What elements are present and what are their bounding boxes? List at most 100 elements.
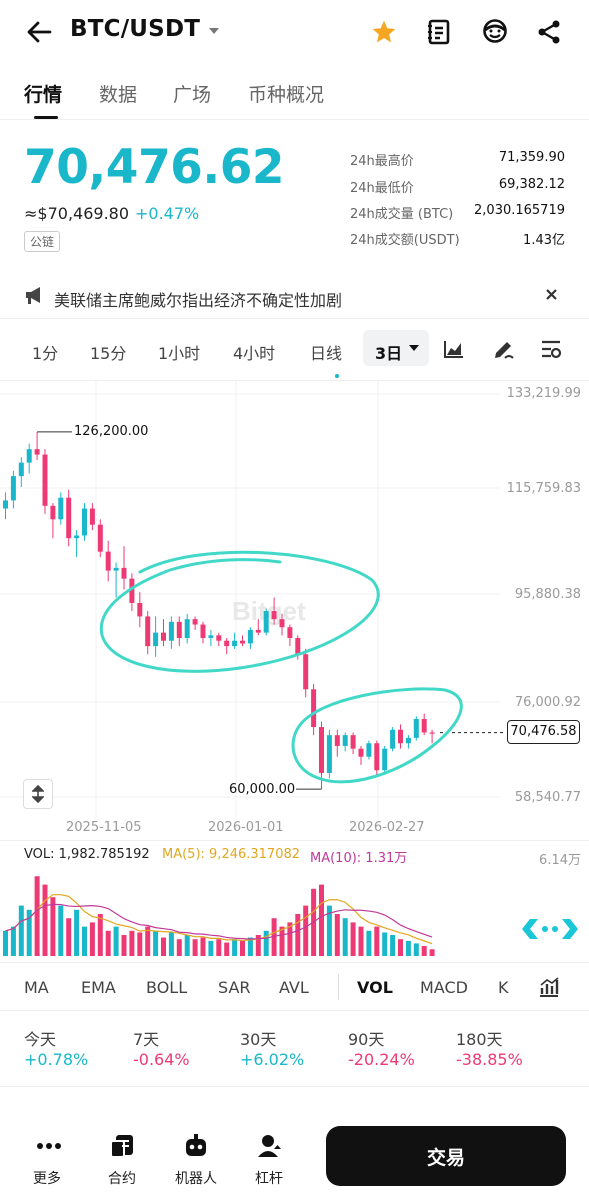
bitget-logo-icon[interactable]	[520, 915, 580, 943]
perf-value-90d: -20.24%	[348, 1050, 415, 1069]
indicator-k[interactable]: K	[498, 978, 509, 997]
candle-body	[200, 624, 206, 639]
x-axis-tick: 2026-02-27	[349, 820, 425, 835]
volume-bar	[366, 930, 372, 956]
indicator-boll[interactable]: BOLL	[146, 978, 188, 997]
candle-body	[279, 619, 285, 628]
divider	[0, 840, 589, 841]
indicator-sar[interactable]: SAR	[218, 978, 251, 997]
face-icon[interactable]	[482, 18, 508, 44]
draw-tool-icon[interactable]	[493, 338, 515, 360]
share-icon[interactable]	[537, 19, 561, 45]
trading-pair-title[interactable]: BTC/USDT	[70, 16, 201, 42]
candle-body	[10, 476, 16, 501]
interval-3d-label: 3日	[375, 344, 403, 363]
divider	[0, 1086, 589, 1087]
indicator-ema[interactable]: EMA	[81, 978, 116, 997]
candle-body	[350, 735, 356, 749]
volume-bar	[121, 935, 127, 956]
ma10-label: MA(10): 1.31万	[310, 851, 408, 866]
candlestick-chart[interactable]: Bitget	[0, 380, 589, 820]
nav-label-contract[interactable]: 合约	[108, 1171, 136, 1187]
volume-bar	[89, 922, 95, 956]
interval-3d-selected[interactable]: 3日	[363, 330, 429, 366]
tab-data[interactable]: 数据	[99, 84, 138, 106]
volume-bar	[398, 939, 403, 956]
interval-4h[interactable]: 4小时	[233, 344, 276, 363]
ma5-label: MA(5): 9,246.317082	[162, 847, 301, 862]
candle-body	[255, 629, 261, 633]
candle-body	[334, 735, 340, 746]
interval-1m[interactable]: 1分	[32, 344, 59, 363]
volume-bar	[216, 939, 222, 956]
candle-body	[287, 627, 293, 639]
indicator-ma[interactable]: MA	[24, 978, 49, 997]
candle-body	[129, 578, 135, 603]
candle-body	[366, 743, 372, 757]
back-arrow-icon[interactable]	[26, 20, 52, 44]
price-chart[interactable]: Bitget	[0, 380, 589, 820]
volume-bar	[358, 926, 364, 956]
news-text: 美联储主席鲍威尔指出经济不确定性加剧	[54, 291, 343, 310]
favorite-star-icon[interactable]	[371, 19, 397, 45]
perf-label-7d: 7天	[133, 1030, 160, 1049]
area-chart-icon[interactable]	[443, 339, 465, 359]
chart-scale-toggle[interactable]	[23, 779, 53, 809]
volume-bar	[405, 940, 411, 956]
volume-bar	[374, 926, 380, 956]
candle-body	[66, 497, 72, 539]
perf-value-today: +0.78%	[24, 1050, 89, 1069]
candle-body	[390, 729, 396, 749]
volume-bar	[295, 914, 301, 956]
annotation-circle	[99, 550, 380, 673]
nav-label-bot[interactable]: 机器人	[175, 1171, 217, 1187]
volume-bar	[176, 939, 182, 956]
indicator-macd[interactable]: MACD	[420, 978, 468, 997]
contract-icon[interactable]	[109, 1133, 135, 1159]
chevron-down-icon[interactable]	[208, 27, 220, 35]
last-price: 70,476.62	[24, 140, 285, 195]
volume-bar	[240, 940, 245, 956]
indicator-vol[interactable]: VOL	[357, 978, 393, 997]
nav-label-more[interactable]: 更多	[33, 1171, 61, 1187]
chain-tag[interactable]: 公链	[24, 231, 61, 252]
candle-body	[311, 689, 317, 728]
candle-body	[34, 449, 40, 455]
volume-bar	[42, 884, 48, 956]
more-icon[interactable]	[36, 1133, 62, 1159]
y-axis-tick: 76,000.92	[514, 695, 581, 710]
chart-settings-icon[interactable]	[540, 338, 562, 360]
candle-body	[295, 638, 301, 655]
volume-bar	[192, 939, 198, 956]
volume-bar	[382, 932, 388, 956]
interval-15m[interactable]: 15分	[90, 344, 127, 363]
trade-button[interactable]: 交易	[326, 1126, 566, 1186]
tab-coin-overview[interactable]: 币种概况	[248, 84, 325, 106]
x-axis-tick: 2025-11-05	[66, 820, 142, 835]
interval-1h[interactable]: 1小时	[158, 344, 201, 363]
close-icon[interactable]	[545, 288, 558, 301]
volume-bar	[247, 937, 253, 956]
volume-bar	[129, 930, 135, 956]
volume-value-label: VOL: 1,982.785192	[24, 847, 150, 862]
volume-bar	[429, 949, 435, 956]
volume-bar	[342, 918, 348, 956]
notes-icon[interactable]	[427, 19, 451, 45]
robot-icon[interactable]	[183, 1133, 209, 1159]
watermark-text: Bitget	[232, 596, 306, 626]
perf-value-7d: -0.64%	[133, 1050, 190, 1069]
tab-market[interactable]: 行情	[24, 84, 63, 106]
news-banner[interactable]: 美联储主席鲍威尔指出经济不确定性加剧	[0, 278, 589, 314]
leverage-icon[interactable]	[256, 1133, 282, 1159]
volume-usdt-label: 24h成交额(USDT)	[350, 233, 460, 248]
nav-label-leverage[interactable]: 杠杆	[255, 1171, 283, 1187]
interval-1d[interactable]: 日线	[310, 344, 343, 363]
indicator-avl[interactable]: AVL	[279, 978, 309, 997]
high-label: 24h最高价	[350, 154, 414, 169]
volume-bar	[421, 945, 427, 956]
volume-bar	[334, 914, 340, 956]
high-marker-label: 126,200.00	[74, 424, 149, 439]
indicator-settings-icon[interactable]	[538, 976, 560, 998]
candle-body	[105, 551, 111, 571]
tab-square[interactable]: 广场	[173, 84, 212, 106]
